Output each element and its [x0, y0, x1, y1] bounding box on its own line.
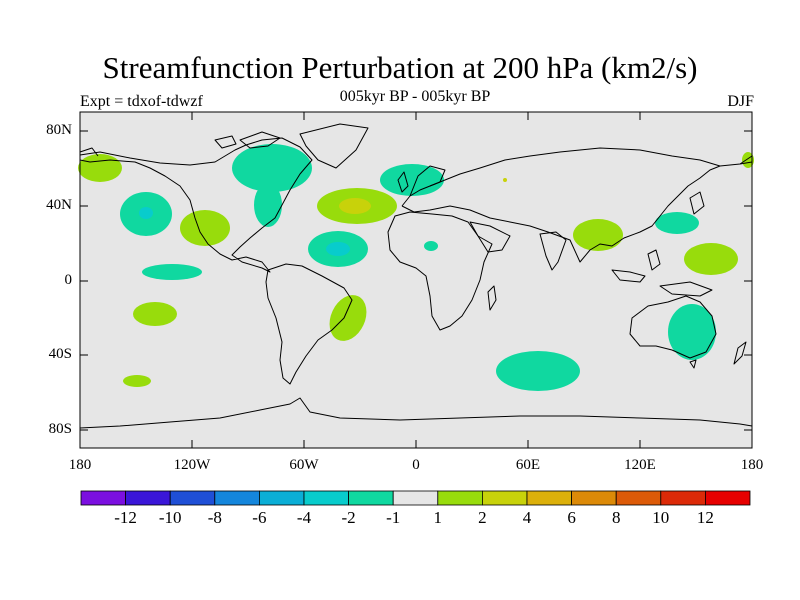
coastlines: [79, 123, 753, 429]
field-blobs: [78, 144, 754, 391]
blob-positive: [503, 178, 507, 182]
colorbar-swatch: [392, 490, 439, 506]
colorbar-swatch: [615, 490, 662, 506]
colorbar-swatch: [303, 490, 349, 506]
colorbar-swatch: [481, 490, 528, 506]
blob-negative: [232, 144, 312, 192]
colorbar-label: 4: [522, 508, 532, 527]
colorbar-swatch: [125, 490, 171, 506]
colorbar-swatch: [705, 490, 751, 506]
colorbar-swatch: [258, 490, 305, 506]
lat-label: 40S: [48, 346, 72, 362]
colorbar-label: 6: [567, 508, 576, 527]
blob-positive: [573, 219, 623, 251]
blob-positive: [329, 295, 367, 341]
lat-label: 0: [64, 272, 73, 288]
lon-label: 120W: [173, 457, 211, 473]
colorbar-label: 2: [478, 508, 487, 527]
blob-positive: [133, 302, 177, 326]
blob-positive-strong: [339, 198, 371, 214]
lon-label: 120E: [624, 457, 656, 473]
blob-positive: [180, 210, 230, 246]
subtitle: 005kyr BP - 005kyr BP: [339, 88, 491, 105]
colorbar-swatch: [169, 490, 216, 506]
blob-negative: [142, 264, 202, 280]
map-background: [79, 111, 753, 449]
blob-negative: [254, 183, 282, 227]
blob-negative: [424, 241, 438, 251]
lon-label: 60E: [515, 457, 541, 473]
page-title: Streamfunction Perturbation at 200 hPa (…: [102, 50, 698, 85]
lat-label: 80N: [46, 122, 72, 138]
colorbar-label: -4: [296, 508, 312, 527]
colorbar-swatch: [526, 490, 572, 506]
colorbar-swatch: [348, 490, 394, 506]
blob-negative-strong: [139, 207, 153, 219]
colorbar-label: 1: [433, 508, 443, 527]
lat-label: 80S: [48, 421, 72, 437]
colorbar-label: -8: [207, 508, 222, 527]
colorbar-label: -12: [114, 508, 137, 527]
colorbar-label: 8: [611, 508, 621, 527]
blob-negative: [655, 212, 699, 234]
colorbar: [80, 490, 751, 506]
lon-label: 180: [68, 457, 92, 473]
blob-positive: [78, 154, 122, 182]
colorbar-swatch: [571, 490, 617, 506]
colorbar-swatch: [80, 490, 126, 506]
axis-ticks: [80, 112, 752, 448]
lat-label: 40N: [46, 197, 72, 213]
blob-negative: [380, 164, 444, 196]
colorbar-label: -10: [158, 508, 182, 527]
blob-negative: [668, 304, 716, 360]
colorbar-label: 10: [652, 508, 670, 527]
blob-positive: [123, 375, 151, 387]
colorbar-label: 12: [696, 508, 714, 527]
colorbar-swatch: [660, 490, 706, 506]
lon-label: 0: [412, 457, 420, 473]
lon-label: 180: [740, 457, 764, 473]
lon-label: 60W: [289, 457, 319, 473]
blob-positive: [684, 243, 738, 275]
colorbar-swatch: [214, 490, 260, 506]
blob-negative-strong: [326, 242, 350, 256]
colorbar-label: -6: [252, 508, 267, 527]
experiment-label: Expt = tdxof-tdwzf: [80, 93, 203, 110]
colorbar-label: -1: [386, 508, 401, 527]
blob-positive: [742, 152, 754, 168]
colorbar-label: -2: [341, 508, 356, 527]
blob-negative: [496, 351, 580, 391]
season-label: DJF: [727, 93, 754, 110]
colorbar-swatch: [437, 490, 483, 506]
